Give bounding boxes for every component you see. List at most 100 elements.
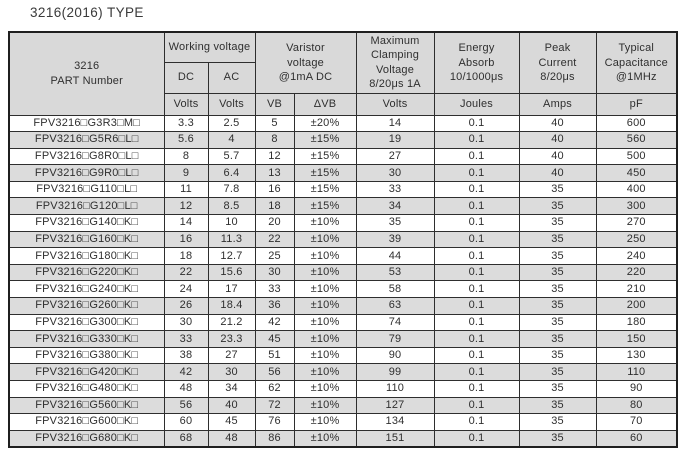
cell-part_number: FPV3216□G240□K□ (8, 280, 165, 299)
cell-dc_working_voltage: 60 (163, 413, 209, 431)
cell-typical_capacitance: 130 (595, 346, 678, 365)
cell-varistor_vb: 62 (254, 380, 295, 398)
cell-energy_absorb: 0.1 (433, 297, 520, 315)
cell-typical_capacitance: 400 (595, 180, 678, 199)
cell-peak_current: 35 (518, 297, 597, 315)
cell-ac_working_voltage: 10 (207, 214, 256, 232)
cell-varistor_delta_vb: ±20% (293, 114, 357, 133)
cell-typical_capacitance: 250 (595, 230, 678, 249)
cell-ac_working_voltage: 21.2 (207, 313, 256, 332)
cell-dc_working_voltage: 38 (163, 346, 209, 365)
cell-part_number: FPV3216□G8R0□L□ (8, 147, 165, 166)
cell-varistor_delta_vb: ±15% (293, 164, 357, 182)
unit-delta-vb: ΔVB (293, 92, 357, 116)
cell-varistor_delta_vb: ±10% (293, 330, 357, 348)
cell-ac_working_voltage: 45 (207, 413, 256, 431)
cell-part_number: FPV3216□G140□K□ (8, 214, 165, 232)
cell-varistor_delta_vb: ±10% (293, 263, 357, 282)
cell-peak_current: 35 (518, 263, 597, 282)
cell-peak_current: 35 (518, 396, 597, 415)
cell-part_number: FPV3216□G420□K□ (8, 363, 165, 381)
cell-energy_absorb: 0.1 (433, 396, 520, 415)
col-header-dc: DC (163, 61, 209, 94)
col-header-typical-capacitance: Typical Capacitance @1MHz (595, 31, 678, 94)
cell-varistor_delta_vb: ±10% (293, 230, 357, 249)
cell-max_clamping_voltage: 134 (355, 413, 435, 431)
cell-ac_working_voltage: 12.7 (207, 247, 256, 265)
cell-peak_current: 35 (518, 429, 597, 448)
table-row: FPV3216□G240□K□ 24 17 33 ±10% 58 0.1 35 210 (8, 280, 678, 299)
table-row: FPV3216□G120□L□ 12 8.5 18 ±15% 34 0.1 35 300 (8, 197, 678, 216)
cell-max_clamping_voltage: 58 (355, 280, 435, 299)
cell-varistor_vb: 25 (254, 247, 295, 265)
table-row: FPV3216□G680□K□ 68 48 86 ±10% 151 0.1 35 60 (8, 429, 678, 448)
table-row: FPV3216□G180□K□ 18 12.7 25 ±10% 44 0.1 35 240 (8, 247, 678, 265)
cell-max_clamping_voltage: 74 (355, 313, 435, 332)
cell-varistor_vb: 8 (254, 131, 295, 149)
cell-energy_absorb: 0.1 (433, 330, 520, 348)
cell-part_number: FPV3216□G220□K□ (8, 263, 165, 282)
cell-ac_working_voltage: 30 (207, 363, 256, 381)
cell-ac_working_voltage: 4 (207, 131, 256, 149)
table-row: FPV3216□G160□K□ 16 11.3 22 ±10% 39 0.1 35 250 (8, 230, 678, 249)
cell-typical_capacitance: 70 (595, 413, 678, 431)
cell-varistor_delta_vb: ±10% (293, 363, 357, 381)
cell-peak_current: 40 (518, 147, 597, 166)
cell-energy_absorb: 0.1 (433, 197, 520, 216)
table-row: FPV3216□G560□K□ 56 40 72 ±10% 127 0.1 35 80 (8, 396, 678, 415)
cell-max_clamping_voltage: 99 (355, 363, 435, 381)
col-header-part-number: 3216 PART Number (8, 31, 165, 116)
table-row: FPV3216□G330□K□ 33 23.3 45 ±10% 79 0.1 35 150 (8, 330, 678, 348)
cell-peak_current: 35 (518, 180, 597, 199)
cell-max_clamping_voltage: 151 (355, 429, 435, 448)
table-body: FPV3216□G3R3□M□ 3.3 2.5 5 ±20% 14 0.1 40 600 FPV3… (8, 114, 678, 448)
cell-peak_current: 35 (518, 413, 597, 431)
cell-dc_working_voltage: 56 (163, 396, 209, 415)
page-title: 3216(2016) TYPE (30, 5, 144, 20)
cell-varistor_delta_vb: ±10% (293, 413, 357, 431)
cell-energy_absorb: 0.1 (433, 214, 520, 232)
cell-varistor_delta_vb: ±10% (293, 313, 357, 332)
cell-typical_capacitance: 210 (595, 280, 678, 299)
cell-part_number: FPV3216□G180□K□ (8, 247, 165, 265)
cell-ac_working_voltage: 48 (207, 429, 256, 448)
cell-energy_absorb: 0.1 (433, 263, 520, 282)
cell-ac_working_voltage: 15.6 (207, 263, 256, 282)
col-header-varistor-voltage: Varistor voltage @1mA DC (254, 31, 357, 94)
unit-vb: VB (254, 92, 295, 116)
cell-part_number: FPV3216□G300□K□ (8, 313, 165, 332)
cell-varistor_vb: 45 (254, 330, 295, 348)
cell-varistor_vb: 22 (254, 230, 295, 249)
cell-typical_capacitance: 60 (595, 429, 678, 448)
cell-varistor_vb: 13 (254, 164, 295, 182)
cell-varistor_vb: 36 (254, 297, 295, 315)
cell-ac_working_voltage: 18.4 (207, 297, 256, 315)
cell-part_number: FPV3216□G380□K□ (8, 346, 165, 365)
cell-energy_absorb: 0.1 (433, 247, 520, 265)
cell-peak_current: 35 (518, 230, 597, 249)
cell-max_clamping_voltage: 34 (355, 197, 435, 216)
cell-varistor_vb: 72 (254, 396, 295, 415)
cell-dc_working_voltage: 5.6 (163, 131, 209, 149)
cell-peak_current: 35 (518, 280, 597, 299)
table-row: FPV3216□G420□K□ 42 30 56 ±10% 99 0.1 35 110 (8, 363, 678, 381)
cell-dc_working_voltage: 11 (163, 180, 209, 199)
cell-peak_current: 35 (518, 313, 597, 332)
cell-typical_capacitance: 80 (595, 396, 678, 415)
cell-varistor_delta_vb: ±10% (293, 429, 357, 448)
cell-ac_working_voltage: 23.3 (207, 330, 256, 348)
cell-ac_working_voltage: 2.5 (207, 114, 256, 133)
cell-energy_absorb: 0.1 (433, 429, 520, 448)
cell-dc_working_voltage: 42 (163, 363, 209, 381)
cell-ac_working_voltage: 27 (207, 346, 256, 365)
cell-varistor_delta_vb: ±10% (293, 280, 357, 299)
cell-max_clamping_voltage: 39 (355, 230, 435, 249)
cell-energy_absorb: 0.1 (433, 147, 520, 166)
cell-varistor_delta_vb: ±15% (293, 147, 357, 166)
cell-dc_working_voltage: 22 (163, 263, 209, 282)
cell-typical_capacitance: 450 (595, 164, 678, 182)
table-row: FPV3216□G220□K□ 22 15.6 30 ±10% 53 0.1 35 220 (8, 263, 678, 282)
cell-ac_working_voltage: 17 (207, 280, 256, 299)
cell-max_clamping_voltage: 127 (355, 396, 435, 415)
cell-part_number: FPV3216□G5R6□L□ (8, 131, 165, 149)
